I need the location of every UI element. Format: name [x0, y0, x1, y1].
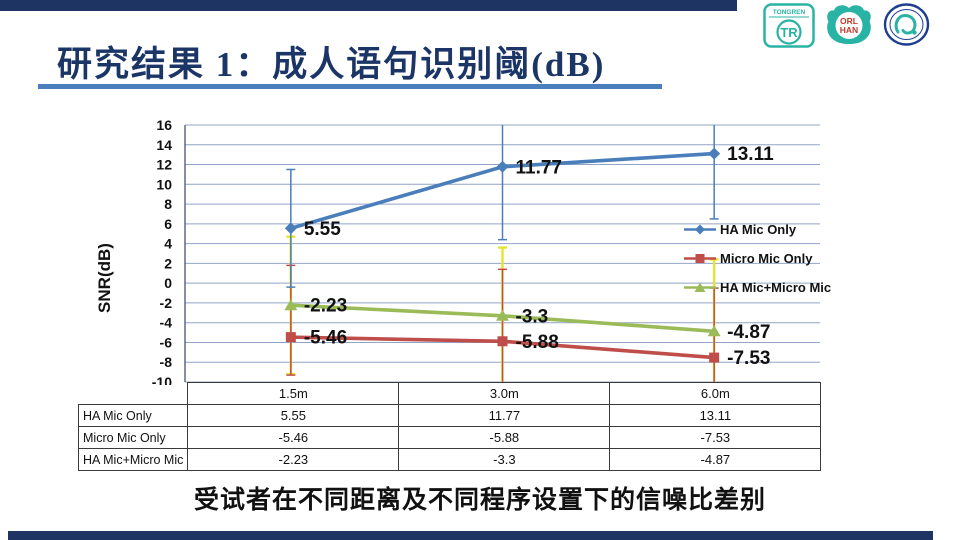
legend-marker-square-icon	[684, 254, 716, 263]
orl-logo-text-1: ORL	[840, 16, 858, 26]
legend-item-ha-mic-only: HA Mic Only	[683, 215, 853, 244]
svg-text:14: 14	[156, 137, 172, 153]
svg-text:13.11: 13.11	[727, 144, 774, 165]
table-value: -5.88	[398, 426, 611, 449]
chart-legend: HA Mic Only Micro Mic Only HA Mic+Micro …	[683, 215, 853, 302]
legend-item-ha-plus-micro-mic: HA Mic+Micro Mic	[683, 273, 853, 302]
table-value: -3.3	[398, 448, 611, 471]
svg-text:8: 8	[164, 196, 172, 212]
svg-text:-4.87: -4.87	[727, 322, 770, 343]
svg-text:-5.46: -5.46	[304, 328, 347, 349]
slide-caption: 受试者在不同距离及不同程序设置下的信噪比差别	[193, 486, 766, 514]
svg-text:-2.23: -2.23	[304, 296, 347, 317]
svg-text:-7.53: -7.53	[727, 348, 770, 369]
svg-text:12: 12	[156, 157, 172, 173]
tongren-logo-text: TONGREN	[773, 9, 806, 16]
table-value: 11.77	[398, 404, 611, 427]
svg-text:-8: -8	[160, 354, 173, 370]
table-row: HA Mic Only 5.55 11.77 13.11	[77, 404, 822, 427]
svg-text:10: 10	[156, 176, 172, 192]
snr-line-chart: -10 -8 -6 -4 -2 0 2 4 6 8 10 12 14 16 5.55 11.77 13.11 -5…	[152, 117, 820, 385]
table-row: Micro Mic Only -5.46 -5.88 -7.53	[77, 426, 822, 449]
svg-text:-6: -6	[160, 334, 173, 350]
svg-text:-5.88: -5.88	[516, 332, 559, 353]
data-table: 1.5m 3.0m 6.0m HA Mic Only 5.55 11.77 13…	[77, 382, 822, 471]
table-header-row: 1.5m 3.0m 6.0m	[79, 382, 822, 405]
series-row-label: Micro Mic Only	[77, 426, 189, 449]
orl-han-logo: ORL HAN	[827, 5, 871, 45]
top-accent-bar	[0, 0, 737, 11]
series-row-label: HA Mic+Micro Mic	[77, 448, 189, 471]
logo-group: TONGREN TR ORL HAN	[763, 3, 953, 49]
tongren-logo: TONGREN TR	[763, 3, 815, 48]
page-title: 研究结果 1：成人语句识别阈(dB)	[57, 45, 606, 84]
orl-logo-text-2: HAN	[840, 25, 858, 35]
x-category-label: 6.0m	[609, 382, 822, 405]
legend-marker-triangle-icon	[684, 282, 716, 292]
title-underline	[38, 84, 662, 89]
svg-text:11.77: 11.77	[516, 157, 563, 178]
svg-text:6: 6	[164, 216, 172, 232]
svg-text:-3.3: -3.3	[516, 306, 549, 327]
table-value: 13.11	[609, 404, 822, 427]
svg-text:0: 0	[164, 275, 172, 291]
legend-label: HA Mic+Micro Mic	[720, 280, 832, 295]
svg-text:-2: -2	[160, 295, 173, 311]
legend-item-micro-mic-only: Micro Mic Only	[683, 244, 853, 273]
svg-text:-10: -10	[152, 374, 172, 385]
table-value: 5.55	[187, 404, 400, 427]
table-value: -2.23	[187, 448, 400, 471]
table-corner-cell	[79, 383, 188, 405]
bottom-accent-bar	[8, 531, 933, 540]
table-value: -7.53	[609, 426, 822, 449]
legend-marker-diamond-icon	[684, 224, 716, 235]
hospital-emblem-logo	[883, 3, 930, 46]
table-row: HA Mic+Micro Mic -2.23 -3.3 -4.87	[77, 448, 822, 471]
legend-label: HA Mic Only	[720, 222, 797, 237]
svg-text:-4: -4	[160, 315, 173, 331]
svg-text:16: 16	[156, 117, 172, 133]
svg-text:4: 4	[164, 236, 172, 252]
series-row-label: HA Mic Only	[77, 404, 189, 427]
svg-text:5.55: 5.55	[304, 219, 341, 240]
legend-label: Micro Mic Only	[720, 251, 813, 266]
table-value: -5.46	[187, 426, 400, 449]
tongren-monogram: TR	[780, 25, 798, 40]
x-category-label: 3.0m	[398, 382, 611, 405]
svg-text:2: 2	[164, 255, 172, 271]
x-category-label: 1.5m	[187, 382, 400, 405]
table-value: -4.87	[609, 448, 822, 471]
